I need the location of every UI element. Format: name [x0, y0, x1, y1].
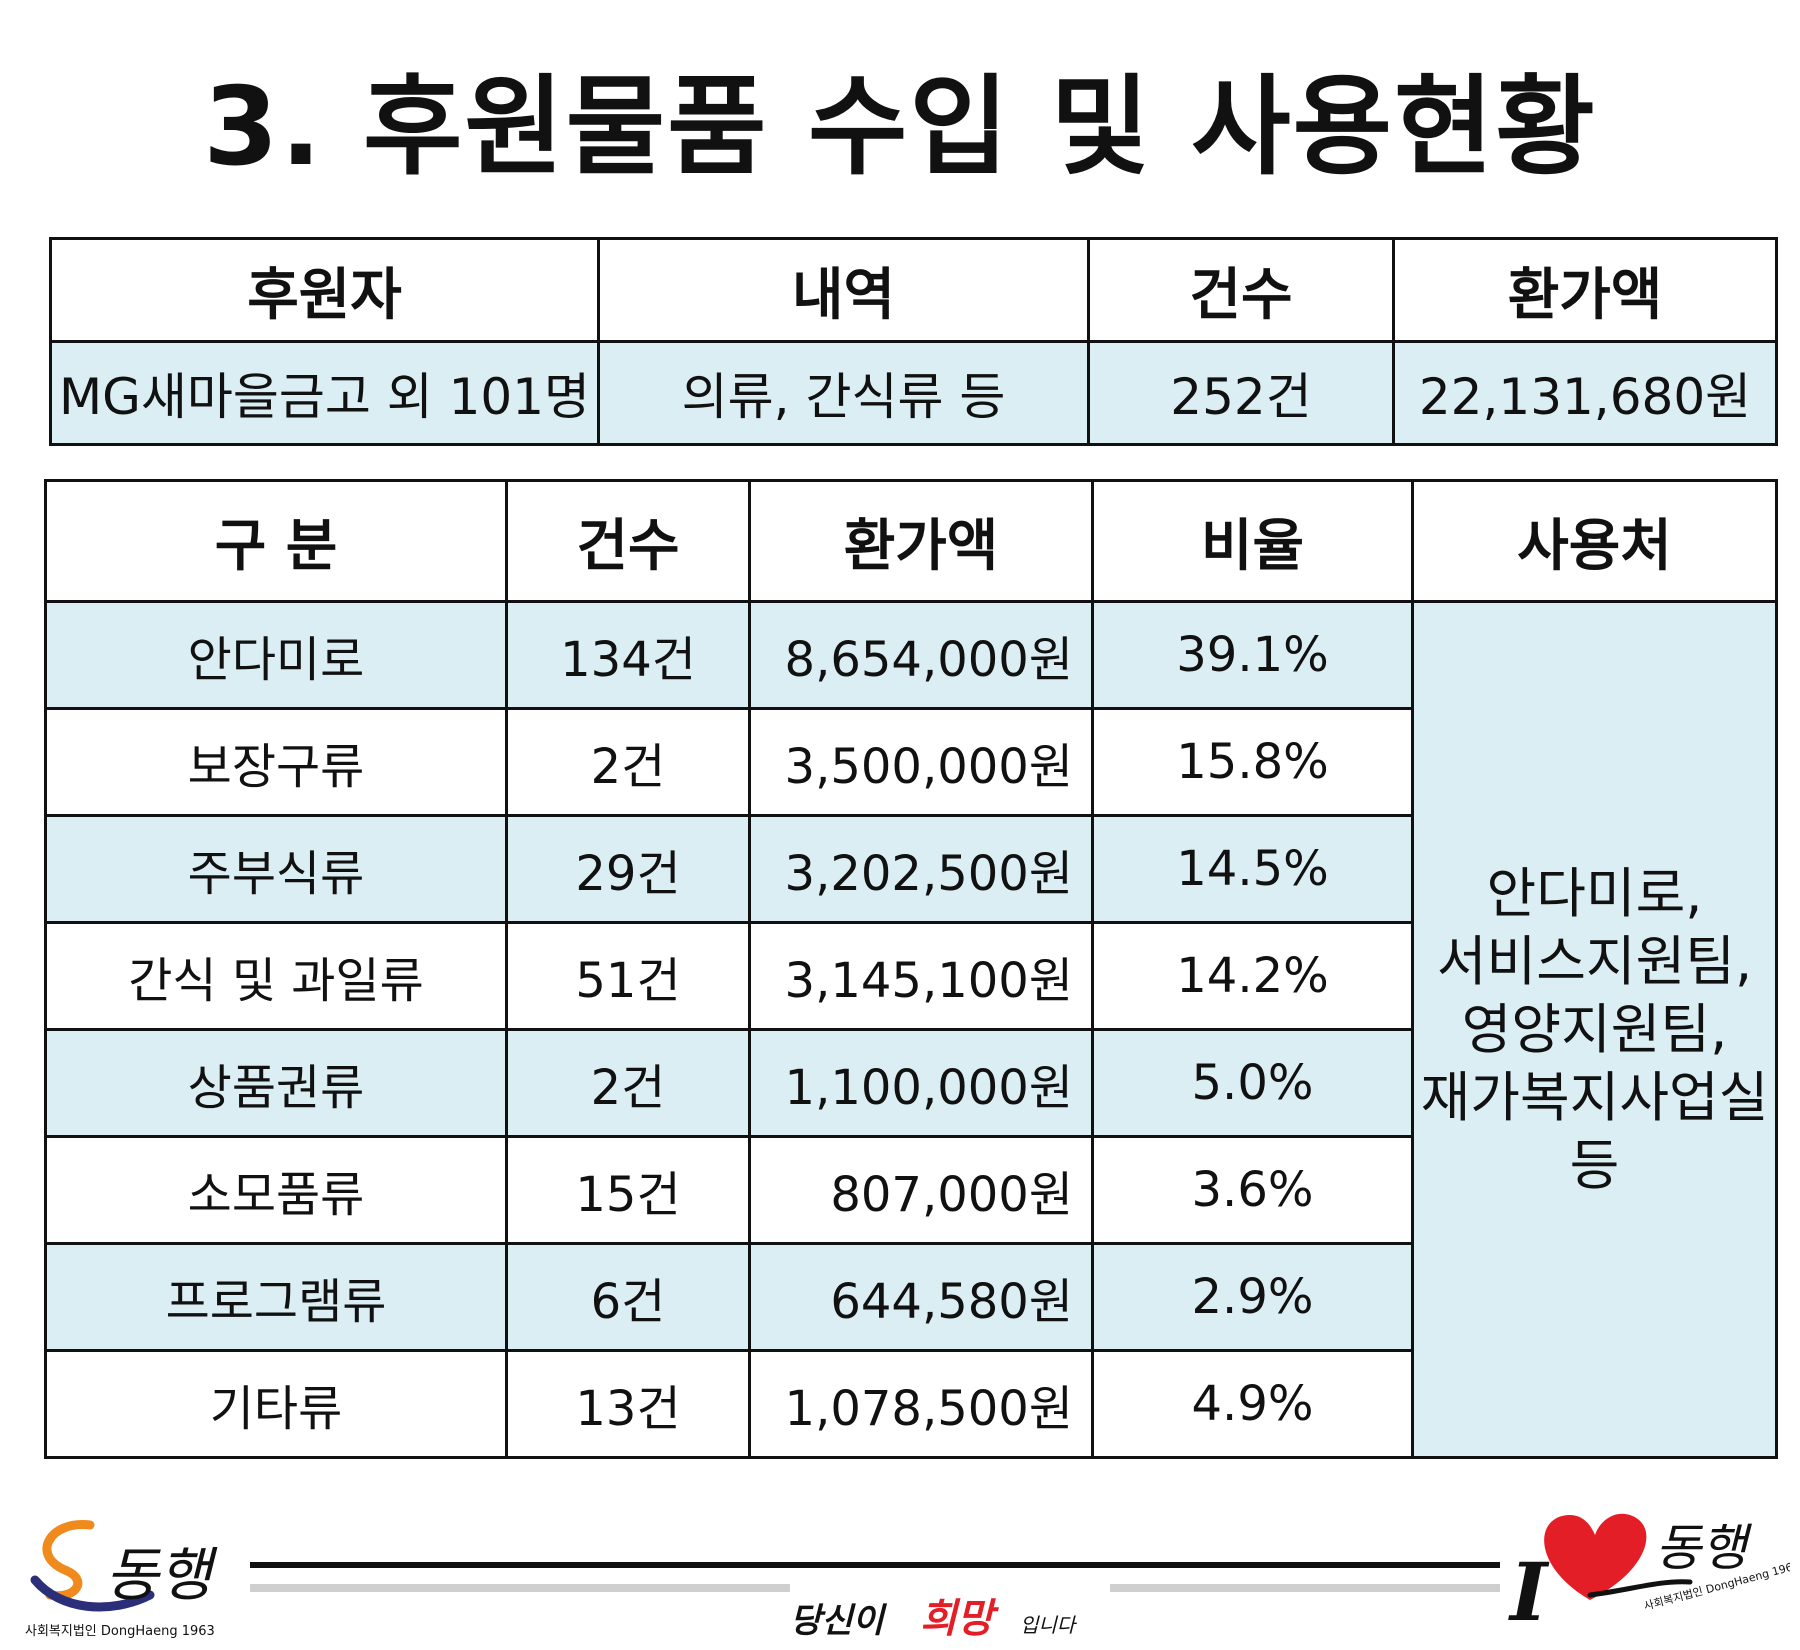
- summary-donor: MG새마을금고 외 101명: [49, 340, 600, 446]
- row-ratio: 5.0%: [1091, 1028, 1414, 1138]
- row-value: 807,000원: [748, 1135, 1094, 1245]
- slogan-part2: 희망: [920, 1595, 1000, 1642]
- usage-line: 등: [1569, 1133, 1620, 1197]
- navy-swoosh-icon: [30, 1575, 155, 1612]
- row-value: 1,078,500원: [748, 1349, 1094, 1459]
- heart-icon: [1544, 1513, 1647, 1600]
- summary-row: MG새마을금고 외 101명 의류, 간식류 등 252건 22,131,680…: [49, 340, 1778, 446]
- summary-count: 252건: [1087, 340, 1395, 446]
- row-ratio: 2.9%: [1091, 1242, 1414, 1352]
- summary-table: 후원자 내역 건수 환가액 MG새마을금고 외 101명 의류, 간식류 등 2…: [49, 237, 1778, 446]
- summary-header-row: 후원자 내역 건수 환가액: [49, 237, 1778, 343]
- usage-line: 서비스지원팀,: [1436, 929, 1753, 993]
- summary-header-items: 내역: [597, 237, 1090, 343]
- slogan-part3: 입니다: [1020, 1613, 1078, 1637]
- i-love-donghaeng-logo: I 동행 사회복지법인 DongHaeng 1963: [1508, 1513, 1790, 1639]
- logo-right-letter: I: [1508, 1545, 1550, 1639]
- row-category: 보장구류: [44, 707, 508, 817]
- row-count: 6건: [505, 1242, 751, 1352]
- row-value: 644,580원: [748, 1242, 1094, 1352]
- footer: 동행 사회복지법인 DongHaeng 1963 당신이 희망 입니다 I 동행…: [0, 1470, 1800, 1650]
- detail-header-ratio: 비율: [1091, 479, 1414, 603]
- row-count: 15건: [505, 1135, 751, 1245]
- row-value: 3,500,000원: [748, 707, 1094, 817]
- row-value: 1,100,000원: [748, 1028, 1094, 1138]
- row-category: 상품권류: [44, 1028, 508, 1138]
- logo-right-text: 동행: [1655, 1519, 1752, 1577]
- detail-header-category: 구 분: [44, 479, 508, 603]
- row-count: 2건: [505, 1028, 751, 1138]
- usage-line: 재가복지사업실: [1420, 1065, 1769, 1129]
- donghaeng-logo-left: 동행 사회복지법인 DongHaeng 1963: [25, 1520, 218, 1639]
- logo-left-text: 동행: [105, 1541, 218, 1609]
- usage-line: 영양지원팀,: [1461, 997, 1728, 1061]
- usage-line: 안다미로,: [1486, 861, 1703, 925]
- row-category: 간식 및 과일류: [44, 921, 508, 1031]
- row-value: 3,145,100원: [748, 921, 1094, 1031]
- row-count: 29건: [505, 814, 751, 924]
- footer-rule: [250, 1562, 1500, 1568]
- summary-header-donor: 후원자: [49, 237, 600, 343]
- row-category: 기타류: [44, 1349, 508, 1459]
- heart-underline-icon: [1587, 1579, 1693, 1598]
- row-category: 주부식류: [44, 814, 508, 924]
- row-count: 51건: [505, 921, 751, 1031]
- table-row: 안다미로 134건 8,654,000원 39.1% 안다미로, 서비스지원팀,…: [44, 600, 1778, 1459]
- table-row: 간식 및 과일류 51건 3,145,100원 14.2%: [44, 921, 1777, 1031]
- slogan: 당신이 희망 입니다: [790, 1595, 1078, 1642]
- summary-value: 22,131,680원: [1392, 340, 1778, 446]
- footer-rule-grey-right: [1110, 1584, 1500, 1592]
- row-ratio: 14.2%: [1091, 921, 1414, 1031]
- detail-header-count: 건수: [505, 479, 751, 603]
- row-value: 8,654,000원: [748, 600, 1094, 710]
- slogan-part1: 당신이: [790, 1601, 888, 1641]
- row-ratio: 3.6%: [1091, 1135, 1414, 1245]
- row-count: 2건: [505, 707, 751, 817]
- row-category: 소모품류: [44, 1135, 508, 1245]
- detail-header-row: 구 분 건수 환가액 비율 사용처: [44, 479, 1778, 603]
- row-value: 3,202,500원: [748, 814, 1094, 924]
- detail-header-usage: 사용처: [1411, 479, 1778, 603]
- row-category: 안다미로: [44, 600, 508, 710]
- row-category: 프로그램류: [44, 1242, 508, 1352]
- row-count: 134건: [505, 600, 751, 710]
- detail-header-value: 환가액: [748, 479, 1094, 603]
- logo-left-sub: 사회복지법인 DongHaeng 1963: [25, 1624, 215, 1639]
- summary-items: 의류, 간식류 등: [597, 340, 1090, 446]
- row-ratio: 39.1%: [1091, 600, 1414, 710]
- footer-rule-grey-left: [250, 1584, 790, 1592]
- row-ratio: 14.5%: [1091, 814, 1414, 924]
- summary-header-value: 환가액: [1392, 237, 1778, 343]
- row-count: 13건: [505, 1349, 751, 1459]
- detail-table: 구 분 건수 환가액 비율 사용처 안다미로 134건 8,654,000원 3…: [44, 479, 1778, 1459]
- page-title: 3. 후원물품 수입 및 사용현황: [203, 65, 1597, 190]
- orange-swoosh-icon: [42, 1520, 95, 1601]
- row-ratio: 15.8%: [1091, 707, 1414, 817]
- summary-header-count: 건수: [1087, 237, 1395, 343]
- row-ratio: 4.9%: [1091, 1349, 1414, 1459]
- usage-cell: 안다미로, 서비스지원팀, 영양지원팀, 재가복지사업실 등: [1411, 600, 1778, 1459]
